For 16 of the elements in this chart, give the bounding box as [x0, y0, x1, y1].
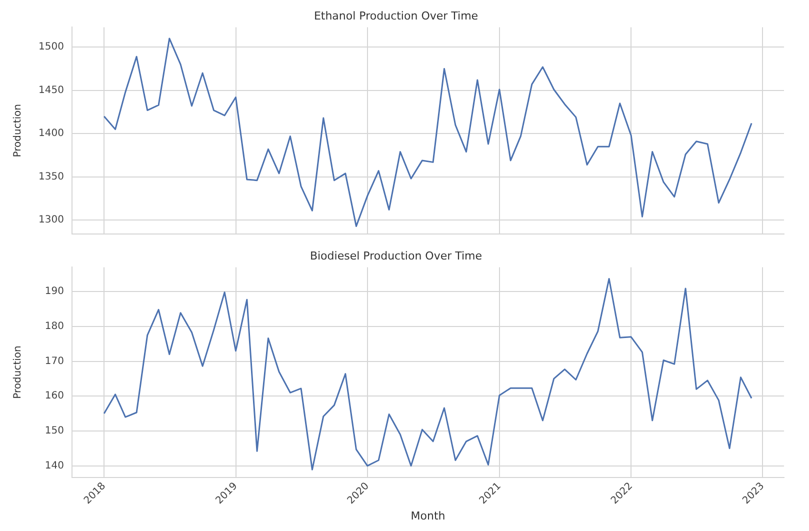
y-tick-label: 1450 [38, 84, 64, 96]
y-tick-label: 140 [44, 460, 64, 472]
y-tick-label: 1350 [38, 171, 64, 182]
y-tick-label: 160 [44, 390, 64, 402]
y-tick-label: 1300 [38, 214, 64, 226]
y-tick-label: 180 [44, 321, 64, 332]
y-axis-title: Production [12, 346, 24, 399]
chart-title: Ethanol Production Over Time [314, 9, 478, 22]
x-axis-title: Month [410, 509, 446, 522]
chart-title: Biodiesel Production Over Time [310, 249, 482, 262]
y-axis-title: Production [12, 104, 24, 158]
y-tick-label: 170 [44, 356, 64, 367]
y-tick-label: 1500 [38, 42, 64, 53]
y-tick-label: 1400 [38, 128, 64, 140]
y-tick-label: 190 [44, 286, 64, 298]
y-tick-label: 150 [44, 426, 64, 437]
